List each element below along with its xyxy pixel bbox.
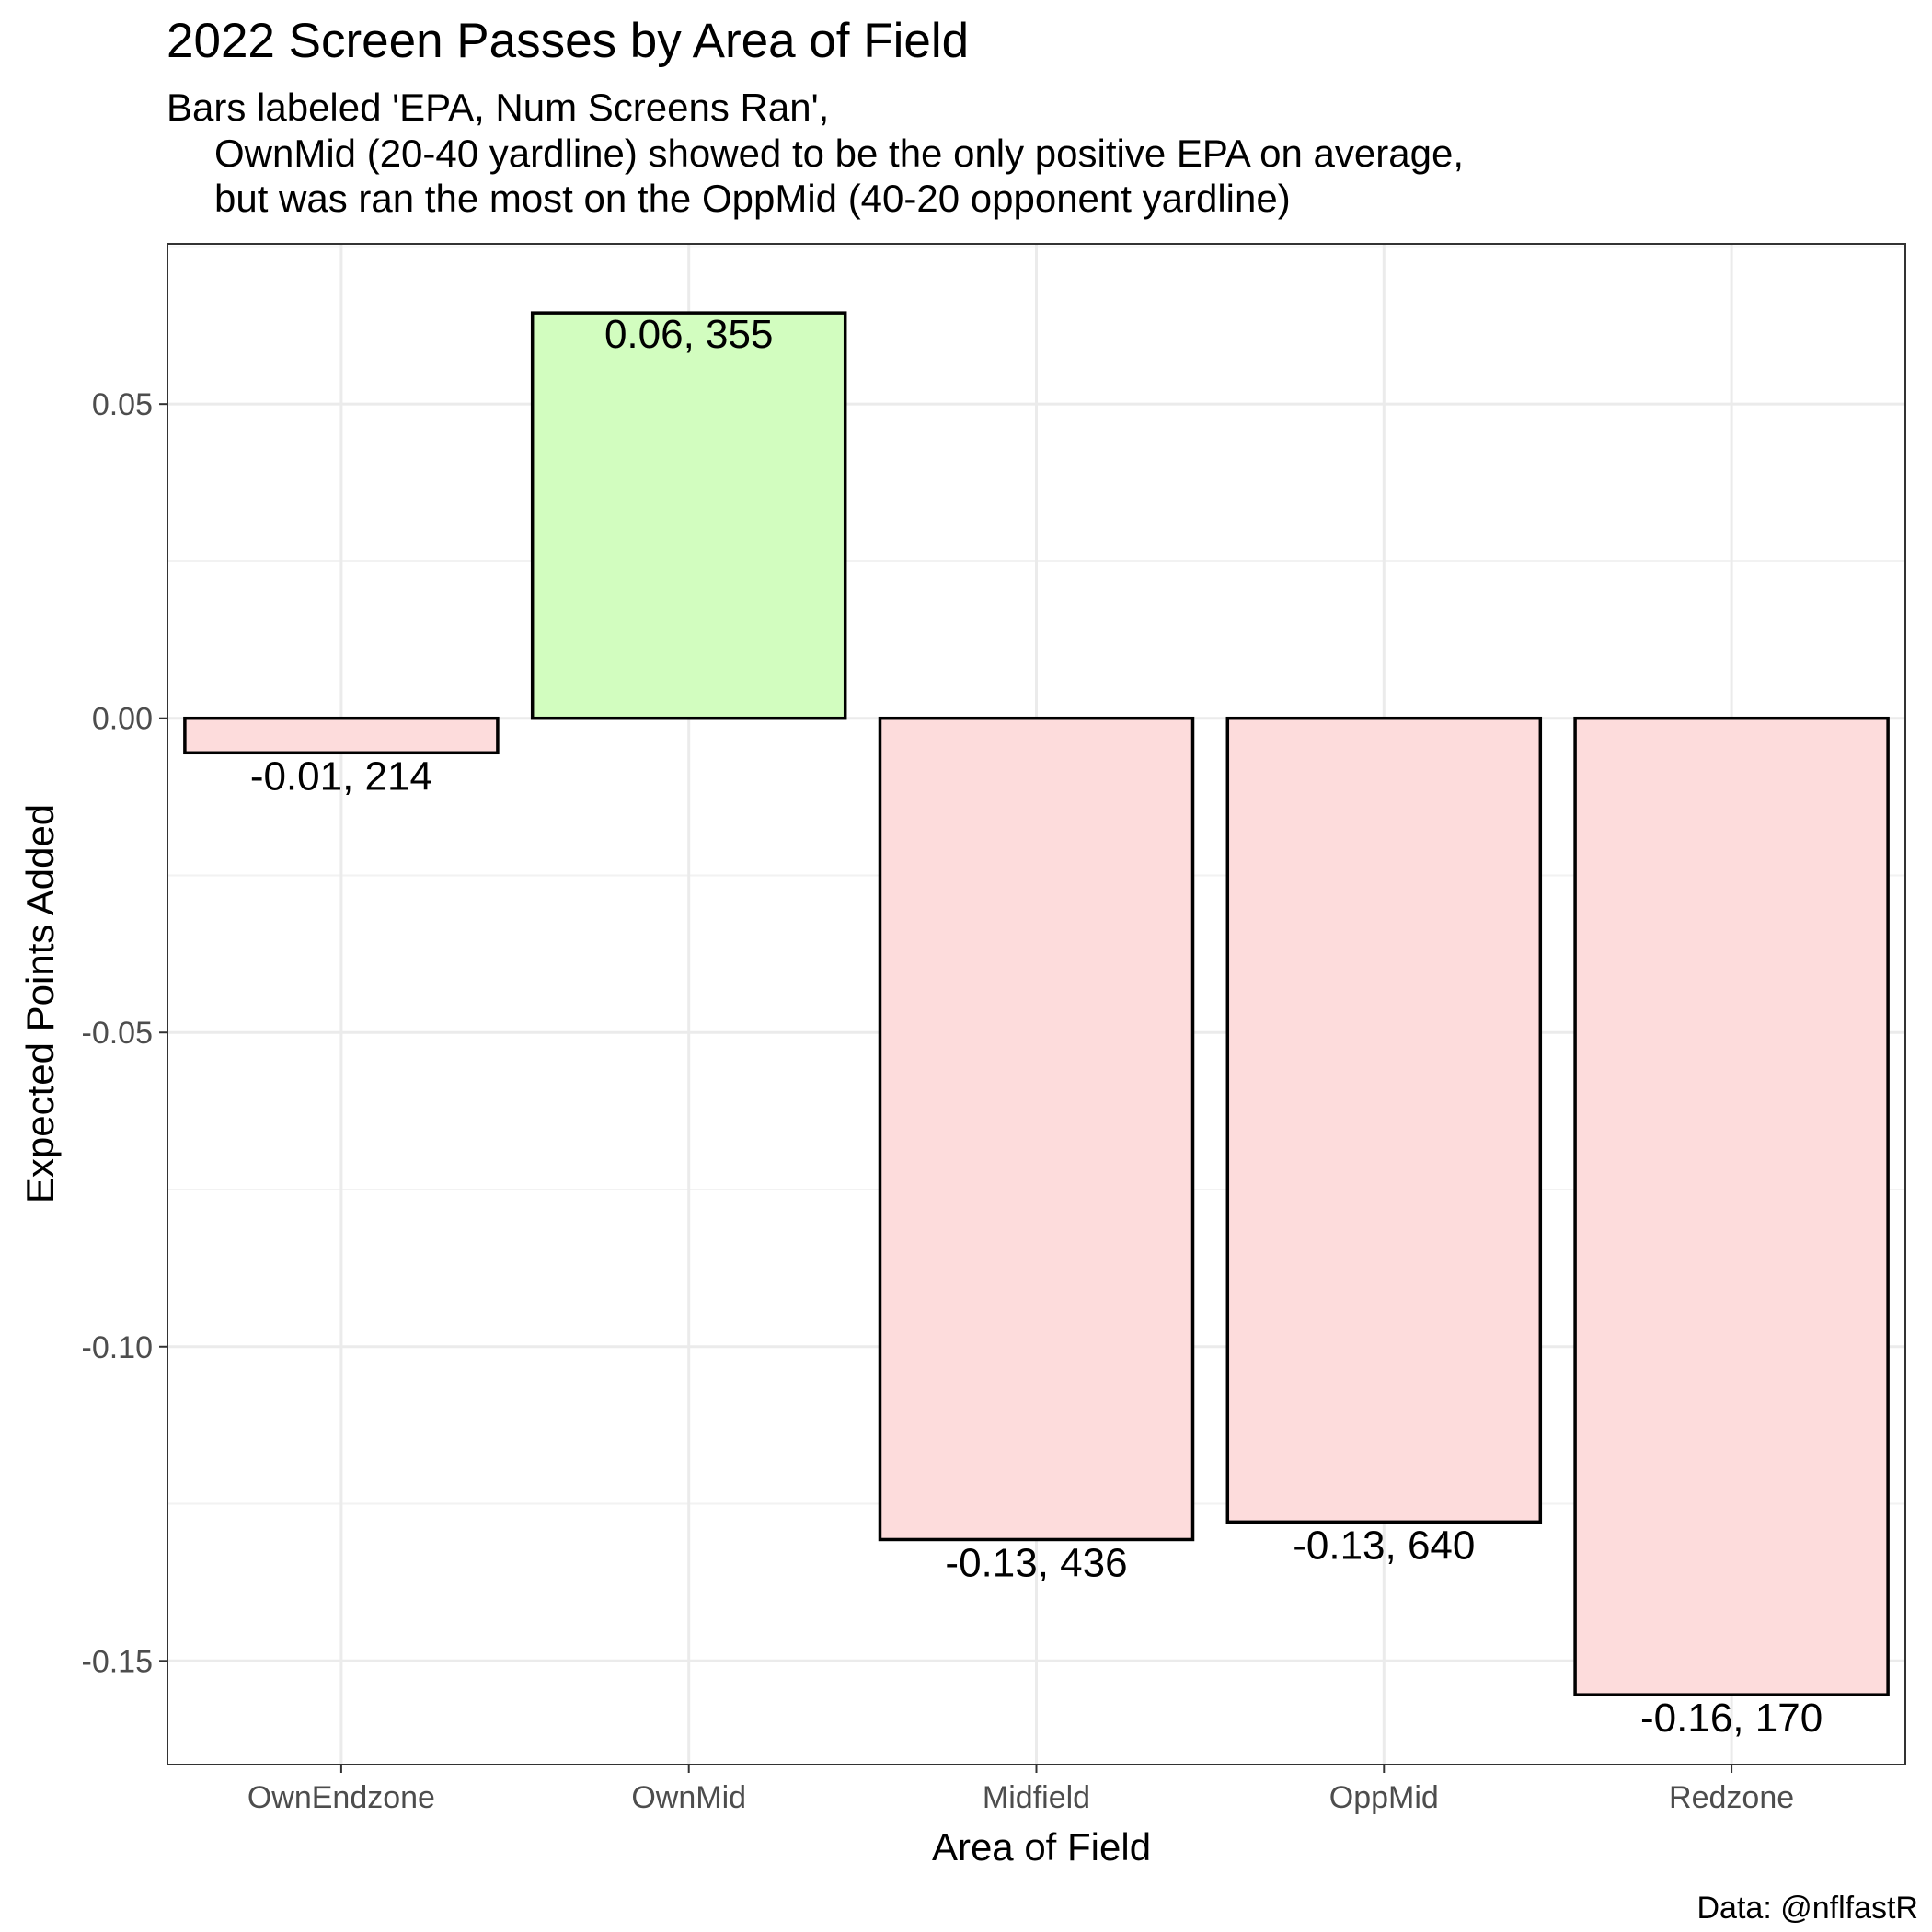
x-tick-label: OwnMid — [631, 1780, 746, 1815]
bar-redzone — [1573, 716, 1890, 1696]
x-tick-label: Midfield — [983, 1780, 1090, 1815]
bar-ownmid — [530, 311, 847, 720]
x-axis-title: Area of Field — [932, 1825, 1151, 1869]
bar-label-oppmid: -0.13, 640 — [1293, 1523, 1475, 1568]
chart-subtitle-line-2: OwnMid (20-40 yardline) showed to be the… — [214, 132, 1464, 175]
chart-subtitle-line-3: but was ran the most on the OppMid (40-2… — [214, 177, 1291, 220]
x-tick-label: OwnEndzone — [247, 1780, 435, 1815]
bar-label-midfield: -0.13, 436 — [945, 1540, 1127, 1585]
bar-midfield — [878, 716, 1195, 1542]
chart-title: 2022 Screen Passes by Area of Field — [167, 14, 969, 68]
chart-caption: Data: @nflfastR — [1697, 1891, 1919, 1926]
bar-label-redzone: -0.16, 170 — [1640, 1696, 1823, 1741]
y-tick-label: -0.15 — [82, 1644, 154, 1679]
y-axis-title: Expected Points Added — [18, 804, 62, 1203]
x-tick-label: OppMid — [1329, 1780, 1439, 1815]
bars — [183, 311, 1890, 1696]
x-tick-label: Redzone — [1669, 1780, 1794, 1815]
y-tick-label: -0.10 — [82, 1330, 154, 1365]
y-tick-label: 0.05 — [92, 387, 153, 422]
chart-subtitle-line-1: Bars labeled 'EPA, Num Screens Ran', — [167, 86, 829, 129]
bar-label-ownendzone: -0.01, 214 — [250, 753, 432, 799]
x-axis: OwnEndzone OwnMid Midfield OppMid Redzone — [247, 1765, 1794, 1815]
y-axis: 0.05 0.00 -0.05 -0.10 -0.15 — [82, 387, 167, 1679]
bar-ownendzone — [183, 716, 500, 755]
bar-labels: -0.01, 214 0.06, 355 -0.13, 436 -0.13, 640 -… — [250, 312, 1823, 1741]
y-tick-label: 0.00 — [92, 702, 153, 737]
bar-label-ownmid: 0.06, 355 — [604, 312, 774, 357]
y-tick-label: -0.05 — [82, 1016, 154, 1051]
plot-panel: -0.01, 214 0.06, 355 -0.13, 436 -0.13, 640 -… — [167, 243, 1906, 1765]
bar-oppmid — [1225, 716, 1543, 1524]
